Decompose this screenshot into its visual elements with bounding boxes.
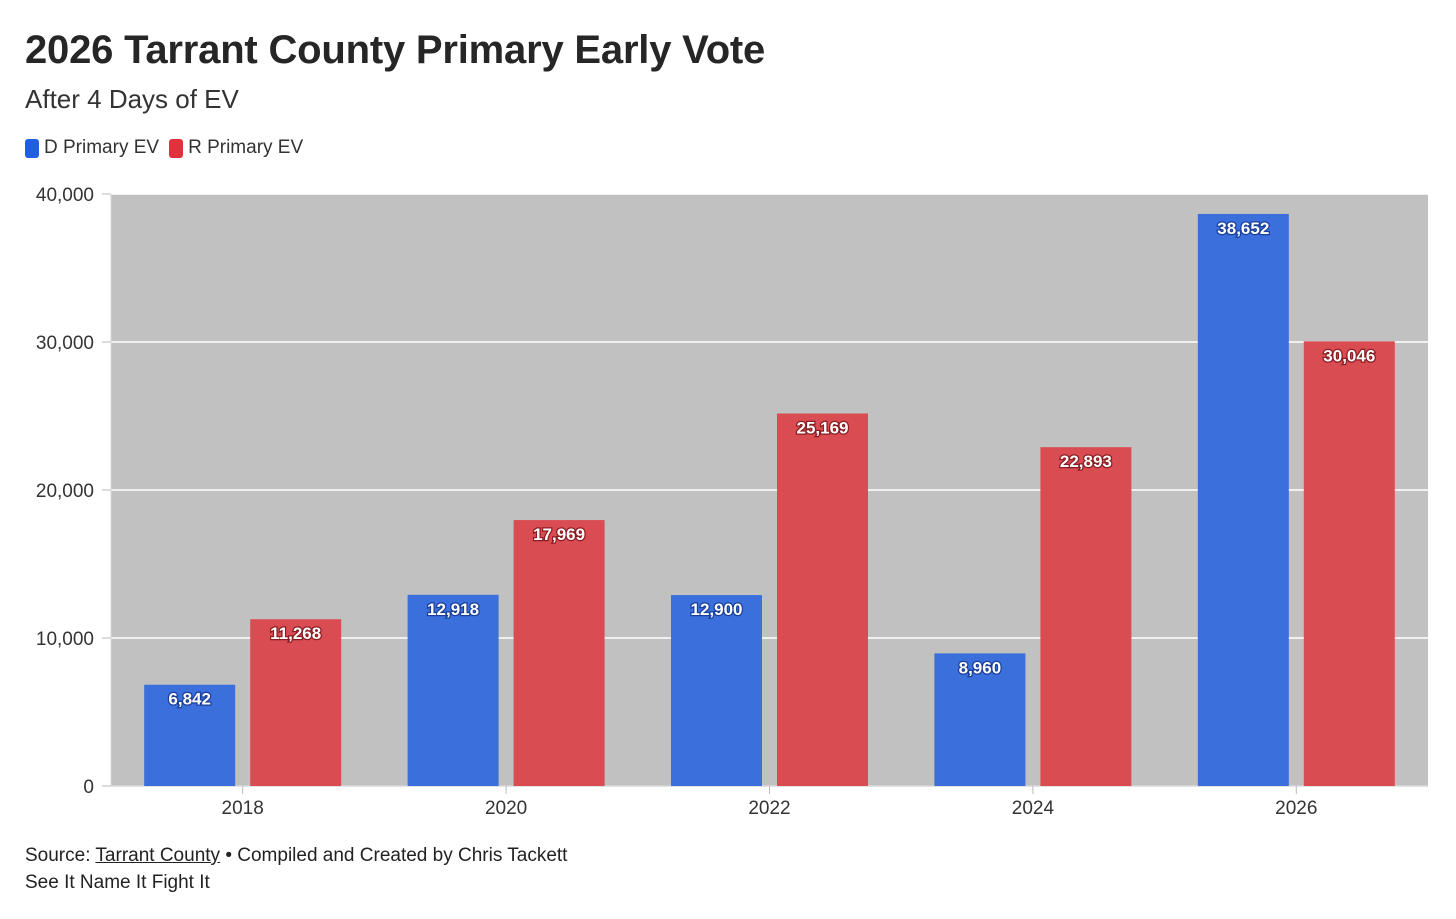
legend-item-d: D Primary EV — [25, 137, 159, 159]
data-label: 25,169 — [797, 418, 849, 437]
legend: D Primary EV R Primary EV — [25, 137, 303, 159]
data-label: 17,969 — [533, 525, 585, 544]
chart-title: 2026 Tarrant County Primary Early Vote — [25, 28, 766, 72]
bar-r — [513, 520, 605, 786]
footer: Source: Tarrant County • Compiled and Cr… — [25, 842, 567, 896]
bar-r — [250, 619, 342, 786]
bar-d — [1197, 213, 1289, 787]
y-tick-label: 0 — [83, 777, 94, 798]
legend-swatch-r — [169, 138, 184, 158]
bar-chart: 0 10,000 20,000 30,000 40,000 2018 6,842 11,268… — [36, 185, 1428, 819]
data-label: 38,652 — [1217, 219, 1269, 238]
data-label: 11,268 — [270, 624, 321, 643]
y-tick-label: 40,000 — [36, 185, 94, 206]
source-link[interactable]: Tarrant County — [95, 845, 221, 866]
bar-d — [144, 684, 236, 786]
legend-label-r: R Primary EV — [188, 137, 304, 158]
legend-label-d: D Primary EV — [44, 137, 160, 158]
source-suffix: • Compiled and Created by Chris Tackett — [220, 845, 568, 866]
x-tick-label: 2024 — [1012, 798, 1055, 819]
data-label: 12,918 — [427, 600, 479, 619]
data-label: 30,046 — [1323, 346, 1375, 365]
legend-swatch-d — [25, 138, 39, 158]
x-tick-label: 2020 — [485, 798, 527, 819]
bar-r — [1040, 447, 1132, 786]
x-tick-label: 2026 — [1275, 798, 1317, 819]
footer-tagline: See It Name It Fight It — [25, 872, 210, 893]
bar-d — [934, 653, 1026, 786]
x-tick-label: 2018 — [222, 798, 264, 819]
bar-d — [671, 595, 762, 786]
footer-source: Source: Tarrant County • Compiled and Cr… — [25, 842, 567, 869]
bar-d — [407, 594, 499, 786]
y-tick-label: 30,000 — [36, 333, 94, 354]
x-tick-label: 2022 — [748, 798, 790, 819]
data-label: 22,893 — [1060, 452, 1112, 471]
y-tick-label: 10,000 — [36, 629, 94, 650]
bar-r — [1303, 341, 1395, 786]
data-label: 6,842 — [168, 690, 211, 709]
chart-subtitle: After 4 Days of EV — [25, 84, 239, 114]
y-tick-label: 20,000 — [36, 481, 94, 502]
legend-item-r: R Primary EV — [169, 137, 303, 159]
data-label: 8,960 — [959, 658, 1002, 677]
source-prefix: Source: — [25, 845, 96, 866]
bar-r — [777, 413, 868, 786]
data-label: 12,900 — [691, 600, 743, 619]
